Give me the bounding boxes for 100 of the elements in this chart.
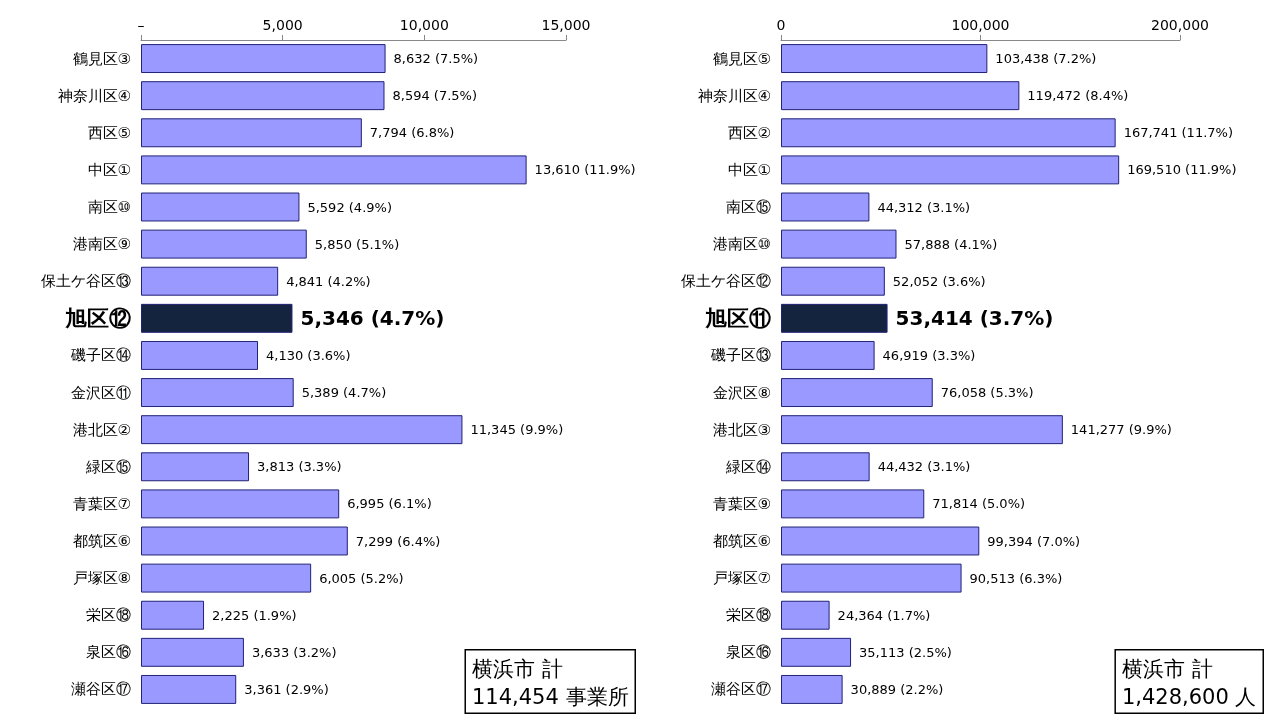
data-label: 4,841 (4.2%) xyxy=(286,273,371,289)
data-label: 24,364 (1.7%) xyxy=(837,607,931,623)
y-tick-label: 西区② xyxy=(727,123,771,142)
y-tick-label: 金沢区⑧ xyxy=(712,383,771,402)
bar xyxy=(781,600,830,630)
data-label: 7,299 (6.4%) xyxy=(355,533,441,549)
bar xyxy=(141,415,463,445)
y-tick-label: 瀬谷区⑰ xyxy=(71,680,131,699)
bar xyxy=(781,44,988,74)
y-tick-label: 緑区⑮ xyxy=(85,457,131,476)
annotation: 横浜市 計 114,454 事業所 xyxy=(471,656,629,709)
data-label: 119,472 (8.4%) xyxy=(1027,88,1129,104)
bar xyxy=(781,489,925,519)
data-label: 5,346 (4.7%) xyxy=(300,306,445,331)
x-tick-label: 0 xyxy=(776,17,786,33)
y-tick-label: 保土ケ谷区⑫ xyxy=(681,272,771,291)
data-label: 71,814 (5.0%) xyxy=(932,496,1026,512)
data-label: 5,592 (4.9%) xyxy=(307,199,392,215)
data-label: 99,394 (7.0%) xyxy=(987,533,1081,549)
bar xyxy=(141,378,294,408)
x-tick-label: 100,000 xyxy=(951,17,1010,33)
bar xyxy=(781,526,980,556)
data-label: 3,813 (3.3%) xyxy=(257,459,342,475)
bar xyxy=(141,81,385,111)
data-label: 13,610 (11.9%) xyxy=(534,162,636,178)
bar xyxy=(781,378,933,408)
bar xyxy=(781,81,1020,111)
bar xyxy=(141,44,386,74)
y-tick-label: 港南区⑩ xyxy=(712,235,771,254)
data-label: 6,995 (6.1%) xyxy=(347,496,432,512)
y-tick-label: 都筑区⑥ xyxy=(72,532,131,550)
y-tick-label: 神奈川区④ xyxy=(57,86,131,105)
y-tick-label: 青葉区⑦ xyxy=(72,494,131,513)
y-tick-label: 泉区⑯ xyxy=(86,643,131,662)
y-tick-label: 神奈川区④ xyxy=(697,86,771,105)
y-tick-label: 栄区⑱ xyxy=(726,606,771,625)
bar xyxy=(141,637,244,667)
data-label: 30,889 (2.2%) xyxy=(850,681,944,697)
data-label: 44,432 (3.1%) xyxy=(877,459,971,475)
bar xyxy=(141,303,293,333)
y-tick-label: 港南区⑨ xyxy=(72,235,131,254)
bar xyxy=(781,563,962,593)
data-label: 35,113 (2.5%) xyxy=(859,644,952,660)
y-tick-label: 泉区⑯ xyxy=(726,643,771,662)
y-tick-label: 青葉区⑨ xyxy=(712,494,771,513)
data-label: 46,919 (3.3%) xyxy=(882,347,976,363)
y-tick-label: 西区⑤ xyxy=(87,123,131,142)
data-label: 167,741 (11.7%) xyxy=(1123,125,1233,141)
y-tick-label: 瀬谷区⑰ xyxy=(711,680,771,699)
data-label: 6,005 (5.2%) xyxy=(319,570,404,586)
bar xyxy=(141,266,279,296)
x-tick-label: 200,000 xyxy=(1151,17,1209,33)
y-tick-label: 磯子区⑬ xyxy=(710,346,771,365)
y-tick-label: 旭区⑪ xyxy=(704,305,771,331)
y-tick-label: 港北区③ xyxy=(712,420,771,439)
y-tick-label: 金沢区⑪ xyxy=(71,383,131,402)
y-tick-label: 中区① xyxy=(87,160,131,179)
data-label: 52,052 (3.6%) xyxy=(892,273,986,289)
data-label: 5,389 (4.7%) xyxy=(301,385,387,401)
bar xyxy=(141,192,300,222)
data-label: 8,594 (7.5%) xyxy=(392,88,478,104)
bar xyxy=(781,340,875,370)
y-tick-label: 港北区② xyxy=(72,420,131,439)
y-tick-label: 鶴見区③ xyxy=(72,49,131,68)
y-tick-label: 旭区⑫ xyxy=(64,305,131,331)
y-tick-label: 緑区⑭ xyxy=(725,457,771,476)
bar xyxy=(141,600,205,630)
bar xyxy=(781,266,885,296)
data-label: 7,794 (6.8%) xyxy=(369,125,455,141)
bar xyxy=(141,340,259,370)
data-label: 141,277 (9.9%) xyxy=(1070,422,1172,438)
y-tick-label: 中区① xyxy=(727,160,771,179)
bar xyxy=(781,229,897,259)
y-tick-label: 南区⑩ xyxy=(87,198,131,216)
bar xyxy=(141,674,237,704)
bar xyxy=(781,192,870,222)
bar xyxy=(141,452,250,482)
y-tick-label: 保土ケ谷区⑬ xyxy=(41,272,131,291)
data-label: 57,888 (4.1%) xyxy=(904,236,998,252)
bar xyxy=(141,563,312,593)
data-label: 8,632 (7.5%) xyxy=(393,51,479,67)
data-label: 76,058 (5.3%) xyxy=(940,385,1034,401)
bar xyxy=(781,452,870,482)
data-label: 90,513 (6.3%) xyxy=(969,570,1063,586)
y-tick-label: 戸塚区⑧ xyxy=(72,569,131,588)
bar xyxy=(141,155,527,185)
bar xyxy=(781,637,852,667)
x-tick-label: 15,000 xyxy=(541,17,591,33)
data-label: 169,510 (11.9%) xyxy=(1127,162,1237,178)
data-label: 3,633 (3.2%) xyxy=(251,644,337,660)
x-tick-label: 5,000 xyxy=(262,17,303,33)
bar xyxy=(781,118,1116,148)
y-tick-label: 南区⑮ xyxy=(726,198,771,216)
bar xyxy=(781,155,1120,185)
bar xyxy=(781,415,1063,445)
data-label: 11,345 (9.9%) xyxy=(470,422,564,438)
data-label: 53,414 (3.7%) xyxy=(895,306,1054,331)
x-tick-label: – xyxy=(137,17,145,33)
x-tick-label: 10,000 xyxy=(399,17,449,33)
bar xyxy=(141,526,348,556)
